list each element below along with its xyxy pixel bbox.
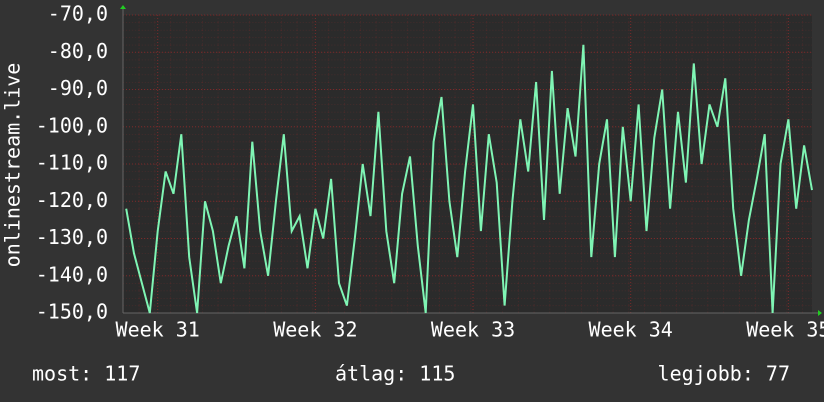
x-tick-label: Week 34 [589,318,673,342]
stat-best: legjobb: 77 [658,362,790,386]
y-tick-label: -70,0 [48,2,108,26]
x-tick-label: Week 31 [116,318,200,342]
x-tick-label: Week 35 [746,318,824,342]
x-tick-label: Week 32 [273,318,357,342]
y-tick-label: -100,0 [36,113,108,137]
x-tick-label: Week 33 [431,318,515,342]
y-axis-label: onlinestream.live [1,63,25,268]
stat-average: átlag: 115 [335,362,455,386]
y-tick-label: -120,0 [36,188,108,212]
y-tick-label: -150,0 [36,300,108,324]
y-tick-label: -90,0 [48,76,108,100]
data-line [125,44,813,314]
x-axis-arrow [818,310,822,316]
stat-current: most: 117 [32,362,140,386]
y-tick-label: -130,0 [36,225,108,249]
y-tick-label: -110,0 [36,151,108,175]
y-axis-arrow [120,5,126,9]
y-tick-label: -80,0 [48,39,108,63]
y-tick-label: -140,0 [36,262,108,286]
